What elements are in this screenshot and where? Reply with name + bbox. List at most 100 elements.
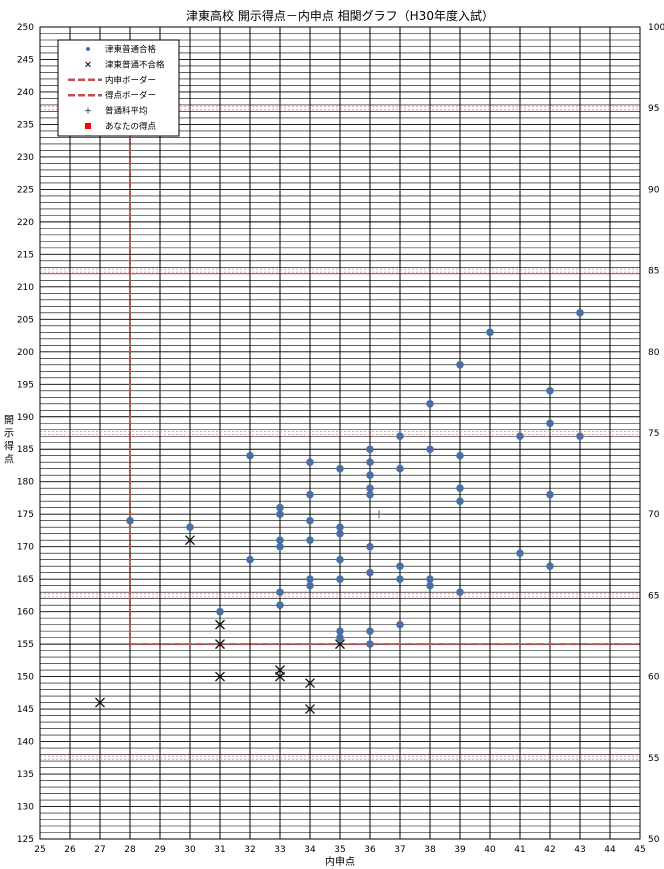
y2-tick-label: 75 [648,429,659,439]
y-tick-label: 155 [17,640,34,650]
fail-point [215,619,225,630]
y-tick-label: 215 [17,250,34,260]
y-tick-label: 180 [17,478,34,488]
x-tick-label: 30 [184,845,196,855]
x-tick-label: 31 [214,845,225,855]
pass-point [186,523,194,531]
y-tick-label: 225 [17,185,34,195]
fail-point-stroke [185,535,195,546]
legend-box [57,39,180,137]
pass-point [276,510,284,518]
pass-point [306,458,314,467]
y-tick-label: 165 [17,575,34,585]
y2-tick-label: 55 [648,754,659,764]
fail-point [305,704,315,715]
y-axis-label: 開示得点 [4,414,14,465]
y-tick-label: 205 [17,315,34,325]
fail-point [335,639,345,650]
y2-tick-label: 65 [648,591,659,601]
legend-label: 内申ボーダー [105,75,156,86]
y2-tick-label: 95 [648,104,659,114]
pass-point [216,607,224,616]
legend-marker-x [85,61,91,68]
pass-point [456,451,464,460]
x-axis-ticks: 25 26 27 28 29 30 31 32 33 34 35 36 37 38 39 40 41 42 43 44… [34,845,645,855]
pass-point [366,490,374,499]
y2-tick-label: 80 [648,348,660,358]
pass-point [396,575,404,583]
y-tick-label: 220 [17,218,34,228]
pass-point [396,620,404,629]
pass-point [366,458,374,467]
pass-point [306,536,314,544]
pass-point [306,490,314,499]
x-tick-label: 37 [394,845,405,855]
y2-axis-ticks: 50 55 60 65 70 75 80 85 90 95 100 [648,23,664,845]
pass-point [366,542,374,551]
y-tick-label: 250 [17,23,34,33]
x-axis-label: 内申点 [325,855,355,868]
x-tick-label: 42 [544,845,555,855]
pass-point [456,497,464,506]
pass-point [426,575,434,583]
pass-point [576,309,584,317]
y-tick-label: 195 [17,380,34,390]
pass-point [126,516,134,525]
x-tick-label: 25 [34,845,45,855]
y-tick-label: 135 [17,770,34,780]
legend-label: あなたの得点 [105,121,157,132]
pass-point [336,575,344,583]
pass-point [396,432,404,441]
y2-tick-label: 50 [648,835,660,845]
pass-point [546,562,554,570]
pass-point [486,328,494,337]
y-tick-label: 190 [17,413,34,423]
x-tick-label: 32 [244,845,255,855]
fail-point [275,671,285,682]
y2-tick-label: 90 [648,185,660,195]
pass-point [306,575,314,583]
y-tick-label: 235 [17,120,34,130]
y2-tick-label: 70 [648,510,660,520]
plot-area-frame [39,26,641,840]
x-tick-label: 35 [334,845,345,855]
fail-point [305,678,315,689]
fail-point-stroke [305,704,315,715]
pass-point [336,555,344,564]
x-tick-label: 41 [514,845,525,855]
x-tick-label: 27 [94,845,105,855]
fail-point-stroke [275,671,285,682]
pass-point [306,516,314,525]
pass-point [366,568,374,577]
pass-point [396,464,404,473]
legend-marker-square [85,123,91,129]
fail-point-stroke [215,639,225,650]
y-tick-label: 200 [17,348,34,358]
pass-point [456,360,464,369]
pass-point [516,432,524,441]
y-tick-label: 160 [17,608,34,618]
pass-point [396,562,404,570]
legend-label: 津東普通不合格 [105,59,165,70]
y-tick-label: 170 [17,543,34,553]
fail-point-stroke [305,678,315,689]
fail-point [215,639,225,650]
x-tick-label: 33 [274,845,285,855]
y-tick-label: 175 [17,510,34,520]
y-tick-label: 130 [17,803,34,813]
y-tick-label: 150 [17,673,34,683]
data-points [95,309,584,715]
pass-point [546,386,554,395]
pass-point [276,503,284,512]
x-tick-label: 34 [304,845,316,855]
x-tick-label: 36 [364,845,376,855]
pass-point [546,490,554,499]
y-tick-label: 145 [17,705,34,715]
pass-point [456,588,464,596]
pass-point [276,588,284,596]
pass-point [336,627,344,635]
pass-point [276,542,284,551]
fail-point [215,671,225,682]
border-lines [40,91,640,760]
